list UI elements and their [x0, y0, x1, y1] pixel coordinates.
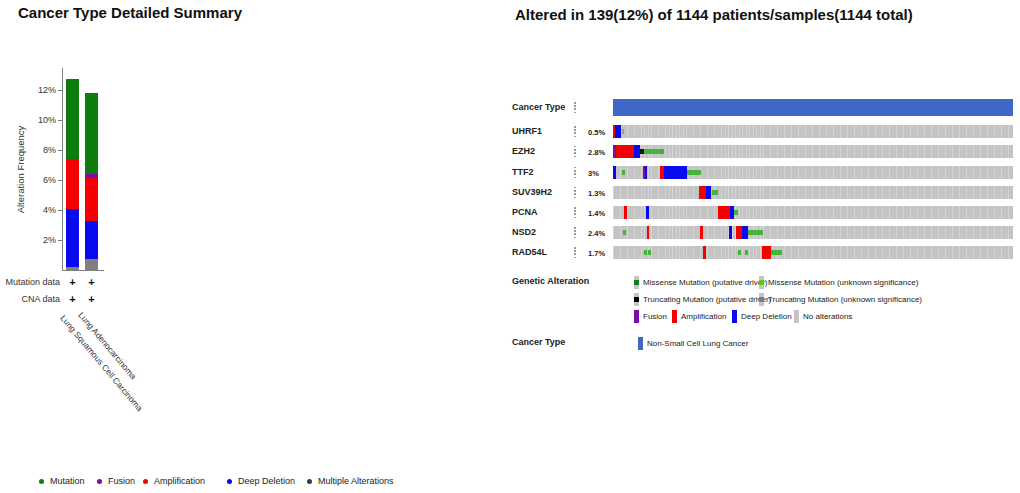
- mutation-segment: [644, 250, 647, 255]
- cancer-type-legend-title: Cancer Type: [512, 337, 565, 347]
- cna-segment: [762, 246, 771, 259]
- track-menu-icon[interactable]: [574, 102, 576, 113]
- track-bar-pcna[interactable]: [613, 206, 1013, 219]
- legend-label: Missense Mutation (putative driver): [643, 278, 768, 287]
- track-menu-icon[interactable]: [574, 187, 576, 198]
- legend-glyph: [634, 276, 639, 289]
- mutation-segment: [738, 250, 741, 255]
- mutation-square: [759, 297, 764, 302]
- mutation-square: [759, 280, 764, 285]
- legend-glyph: [634, 293, 639, 306]
- mutation-segment: [623, 230, 626, 235]
- mutation-segment: [745, 250, 748, 255]
- cna-segment: [624, 206, 627, 219]
- track-percent: 1.7%: [588, 249, 614, 258]
- genetic-alteration-legend-item-truncating-mutation-unknown-significance-: Truncating Mutation (unknown significanc…: [759, 293, 922, 306]
- genetic-alteration-legend-item-missense-mutation-unknown-significance-: Missense Mutation (unknown significance): [759, 276, 918, 289]
- cna-segment: [700, 226, 703, 239]
- legend-label: Amplification: [681, 312, 726, 321]
- oncoprint: Genetic Alteration Cancer Type Cancer Ty…: [0, 0, 1020, 493]
- track-percent: 3%: [588, 169, 614, 178]
- genetic-alteration-legend-item-no-alterations: No alterations: [794, 310, 852, 323]
- genetic-alteration-legend-title: Genetic Alteration: [512, 276, 589, 286]
- cna-segment: [703, 246, 706, 259]
- genetic-alteration-legend-item-fusion: Fusion: [634, 310, 667, 323]
- cna-segment: [706, 186, 711, 199]
- cna-segment: [645, 166, 648, 179]
- track-bar-cancer-type[interactable]: [613, 99, 1013, 116]
- mutation-square: [634, 280, 639, 285]
- cna-segment: [615, 125, 621, 138]
- track-percent: 2.8%: [588, 148, 614, 157]
- track-percent: 1.4%: [588, 209, 614, 218]
- track-menu-icon[interactable]: [574, 207, 576, 218]
- legend-glyph: [759, 276, 764, 289]
- track-label-nsd2[interactable]: NSD2: [512, 227, 574, 238]
- cna-segment: [664, 166, 688, 179]
- track-bar-rad54l[interactable]: [613, 246, 1013, 259]
- track-menu-icon[interactable]: [574, 247, 576, 258]
- genetic-alteration-legend-item-deep-deletion: Deep Deletion: [732, 310, 792, 323]
- track-label-ezh2[interactable]: EZH2: [512, 146, 574, 157]
- legend-label: Fusion: [643, 312, 667, 321]
- track-percent: 0.5%: [588, 128, 614, 137]
- mutation-segment: [622, 170, 625, 175]
- legend-glyph: [794, 310, 799, 323]
- track-percent: 1.3%: [588, 189, 614, 198]
- track-label-cancer-type[interactable]: Cancer Type: [512, 102, 574, 113]
- mutation-segment: [687, 170, 701, 175]
- mutation-square: [634, 297, 639, 302]
- cancer-type-legend-item: Non-Small Cell Lung Cancer: [638, 337, 748, 350]
- legend-glyph: [759, 293, 764, 306]
- track-bar-ttf2[interactable]: [613, 166, 1013, 179]
- cna-segment: [616, 145, 634, 158]
- legend-label: Deep Deletion: [741, 312, 792, 321]
- genetic-alteration-legend-item-truncating-mutation-putative-driver-: Truncating Mutation (putative driver): [634, 293, 771, 306]
- cna-segment: [613, 99, 1013, 116]
- cna-segment: [718, 206, 730, 219]
- track-bar-ezh2[interactable]: [613, 145, 1013, 158]
- track-percent: 2.4%: [588, 229, 614, 238]
- genetic-alteration-legend-item-amplification: Amplification: [672, 310, 726, 323]
- legend-label: No alterations: [803, 312, 852, 321]
- legend-glyph: [732, 310, 737, 323]
- track-bar-uhrf1[interactable]: [613, 125, 1013, 138]
- cna-segment: [646, 206, 649, 219]
- cna-segment: [699, 186, 706, 199]
- mutation-segment: [648, 250, 651, 255]
- track-bar-nsd2[interactable]: [613, 226, 1013, 239]
- legend-glyph: [672, 310, 677, 323]
- cna-segment: [729, 226, 732, 239]
- track-label-uhrf1[interactable]: UHRF1: [512, 126, 574, 137]
- track-menu-icon[interactable]: [574, 126, 576, 137]
- track-label-pcna[interactable]: PCNA: [512, 207, 574, 218]
- mutation-segment: [712, 190, 718, 195]
- track-label-ttf2[interactable]: TTF2: [512, 167, 574, 178]
- legend-glyph: [638, 337, 643, 350]
- legend-glyph: [634, 310, 639, 323]
- genetic-alteration-legend-item-missense-mutation-putative-driver-: Missense Mutation (putative driver): [634, 276, 768, 289]
- mutation-segment: [622, 129, 624, 134]
- track-menu-icon[interactable]: [574, 146, 576, 157]
- cna-segment: [647, 226, 650, 239]
- mutation-segment: [644, 149, 664, 154]
- legend-label: Truncating Mutation (putative driver): [643, 295, 771, 304]
- page: Cancer Type Detailed Summary Altered in …: [0, 0, 1020, 493]
- mutation-segment: [771, 250, 782, 255]
- track-label-suv39h2[interactable]: SUV39H2: [512, 187, 574, 198]
- legend-label: Non-Small Cell Lung Cancer: [647, 339, 748, 348]
- track-bar-suv39h2[interactable]: [613, 186, 1013, 199]
- mutation-segment: [748, 230, 764, 235]
- cna-segment: [613, 166, 616, 179]
- track-menu-icon[interactable]: [574, 227, 576, 238]
- track-menu-icon[interactable]: [574, 167, 576, 178]
- legend-label: Missense Mutation (unknown significance): [768, 278, 918, 287]
- track-label-rad54l[interactable]: RAD54L: [512, 247, 574, 258]
- mutation-segment: [734, 210, 739, 215]
- legend-label: Truncating Mutation (unknown significanc…: [768, 295, 922, 304]
